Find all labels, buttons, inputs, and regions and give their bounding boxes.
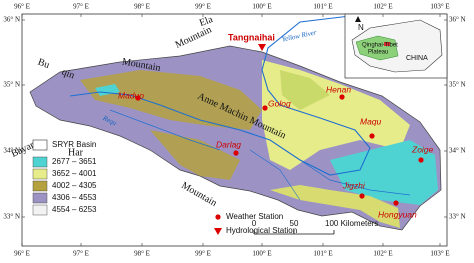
y-tick-label: 34° N bbox=[3, 147, 20, 155]
weather-station bbox=[135, 95, 141, 101]
weather-station bbox=[369, 133, 375, 139]
scale-label: 50 bbox=[290, 219, 299, 228]
x-tick-label: 99° E bbox=[195, 250, 211, 258]
inset-country: CHINA bbox=[406, 55, 428, 62]
x-tick-label: 103° E bbox=[430, 3, 449, 11]
y-tick-label: 35° N bbox=[3, 81, 20, 89]
weather-station bbox=[418, 157, 424, 163]
weather-station bbox=[339, 94, 345, 100]
y-tick-label: 36° N bbox=[3, 16, 20, 24]
mountain-label: Bu bbox=[36, 57, 51, 71]
x-tick-label: 96° E bbox=[14, 250, 30, 258]
scale-bar bbox=[253, 230, 335, 235]
inset-plateau: Qinghai-Tibet bbox=[362, 43, 398, 49]
x-tick-label: 102° E bbox=[373, 3, 392, 11]
hydro-station-label: Tangnaihai bbox=[228, 32, 275, 42]
station-label: Zoige bbox=[411, 144, 434, 154]
x-tick-label: 97° E bbox=[73, 250, 89, 258]
legend-label: 3652 – 4001 bbox=[52, 169, 97, 178]
weather-station bbox=[393, 200, 399, 206]
y-tick-label: 35° N bbox=[449, 81, 466, 89]
x-tick-label: 100° E bbox=[252, 3, 271, 11]
legend-label: 4306 – 4553 bbox=[52, 193, 97, 202]
weather-station bbox=[262, 105, 268, 111]
legend-label: Weather Station bbox=[226, 212, 283, 221]
weather-station bbox=[233, 150, 239, 156]
station-label: Henan bbox=[326, 84, 351, 94]
y-tick-label: 33° N bbox=[449, 213, 466, 221]
station-label: Golog bbox=[268, 98, 291, 108]
station-label: Jigzhi bbox=[342, 180, 366, 190]
x-tick-label: 97° E bbox=[73, 3, 89, 11]
legend-label: 2677 – 3651 bbox=[52, 157, 97, 166]
x-tick-label: 103° E bbox=[430, 250, 449, 258]
x-tick-label: 101° E bbox=[313, 3, 332, 11]
mountain-label: qin bbox=[60, 67, 76, 82]
inset-north: N bbox=[358, 23, 364, 32]
x-tick-label: 96° E bbox=[14, 3, 30, 11]
mountain-label: Ela bbox=[198, 14, 215, 29]
legend-label: Hydrological Station bbox=[226, 226, 297, 235]
basin bbox=[29, 45, 442, 231]
legend-label: 4002 – 4305 bbox=[52, 181, 97, 190]
hydrological-station bbox=[258, 44, 266, 51]
x-tick-label: 101° E bbox=[313, 250, 332, 258]
x-tick-label: 100° E bbox=[252, 250, 271, 258]
graticule: 96° E 96° E 97° E 97° E 98° E 98° E 99° E 99° E… bbox=[3, 3, 465, 258]
station-label: Maduo bbox=[118, 90, 144, 100]
station-label: Darlag bbox=[216, 139, 241, 149]
scale-label: 100 Kilometers bbox=[325, 219, 378, 228]
mountain-label: Har bbox=[68, 147, 84, 158]
legend-label: SRYR Basin bbox=[52, 140, 96, 149]
x-tick-label: 99° E bbox=[195, 3, 211, 11]
station-label: Hongyuan bbox=[378, 209, 417, 219]
inset-plateau: Plateau bbox=[368, 50, 388, 56]
x-tick-label: 98° E bbox=[134, 3, 150, 11]
weather-stations: Maduo Golog Henan Maqu Zoige Darlag Jigzhi Hong… bbox=[118, 84, 434, 219]
x-tick-label: 102° E bbox=[373, 250, 392, 258]
scale-label: 0 bbox=[252, 219, 257, 228]
rivers bbox=[69, 15, 411, 201]
inset bbox=[344, 13, 448, 79]
station-label: Maqu bbox=[360, 116, 382, 126]
y-tick-label: 34° N bbox=[449, 147, 466, 155]
y-tick-label: 36° N bbox=[449, 16, 466, 24]
weather-station bbox=[359, 193, 365, 199]
legend-label: 4554 – 6253 bbox=[52, 205, 97, 214]
y-tick-label: 33° N bbox=[3, 213, 20, 221]
legend bbox=[32, 139, 222, 235]
x-tick-label: 98° E bbox=[134, 250, 150, 258]
